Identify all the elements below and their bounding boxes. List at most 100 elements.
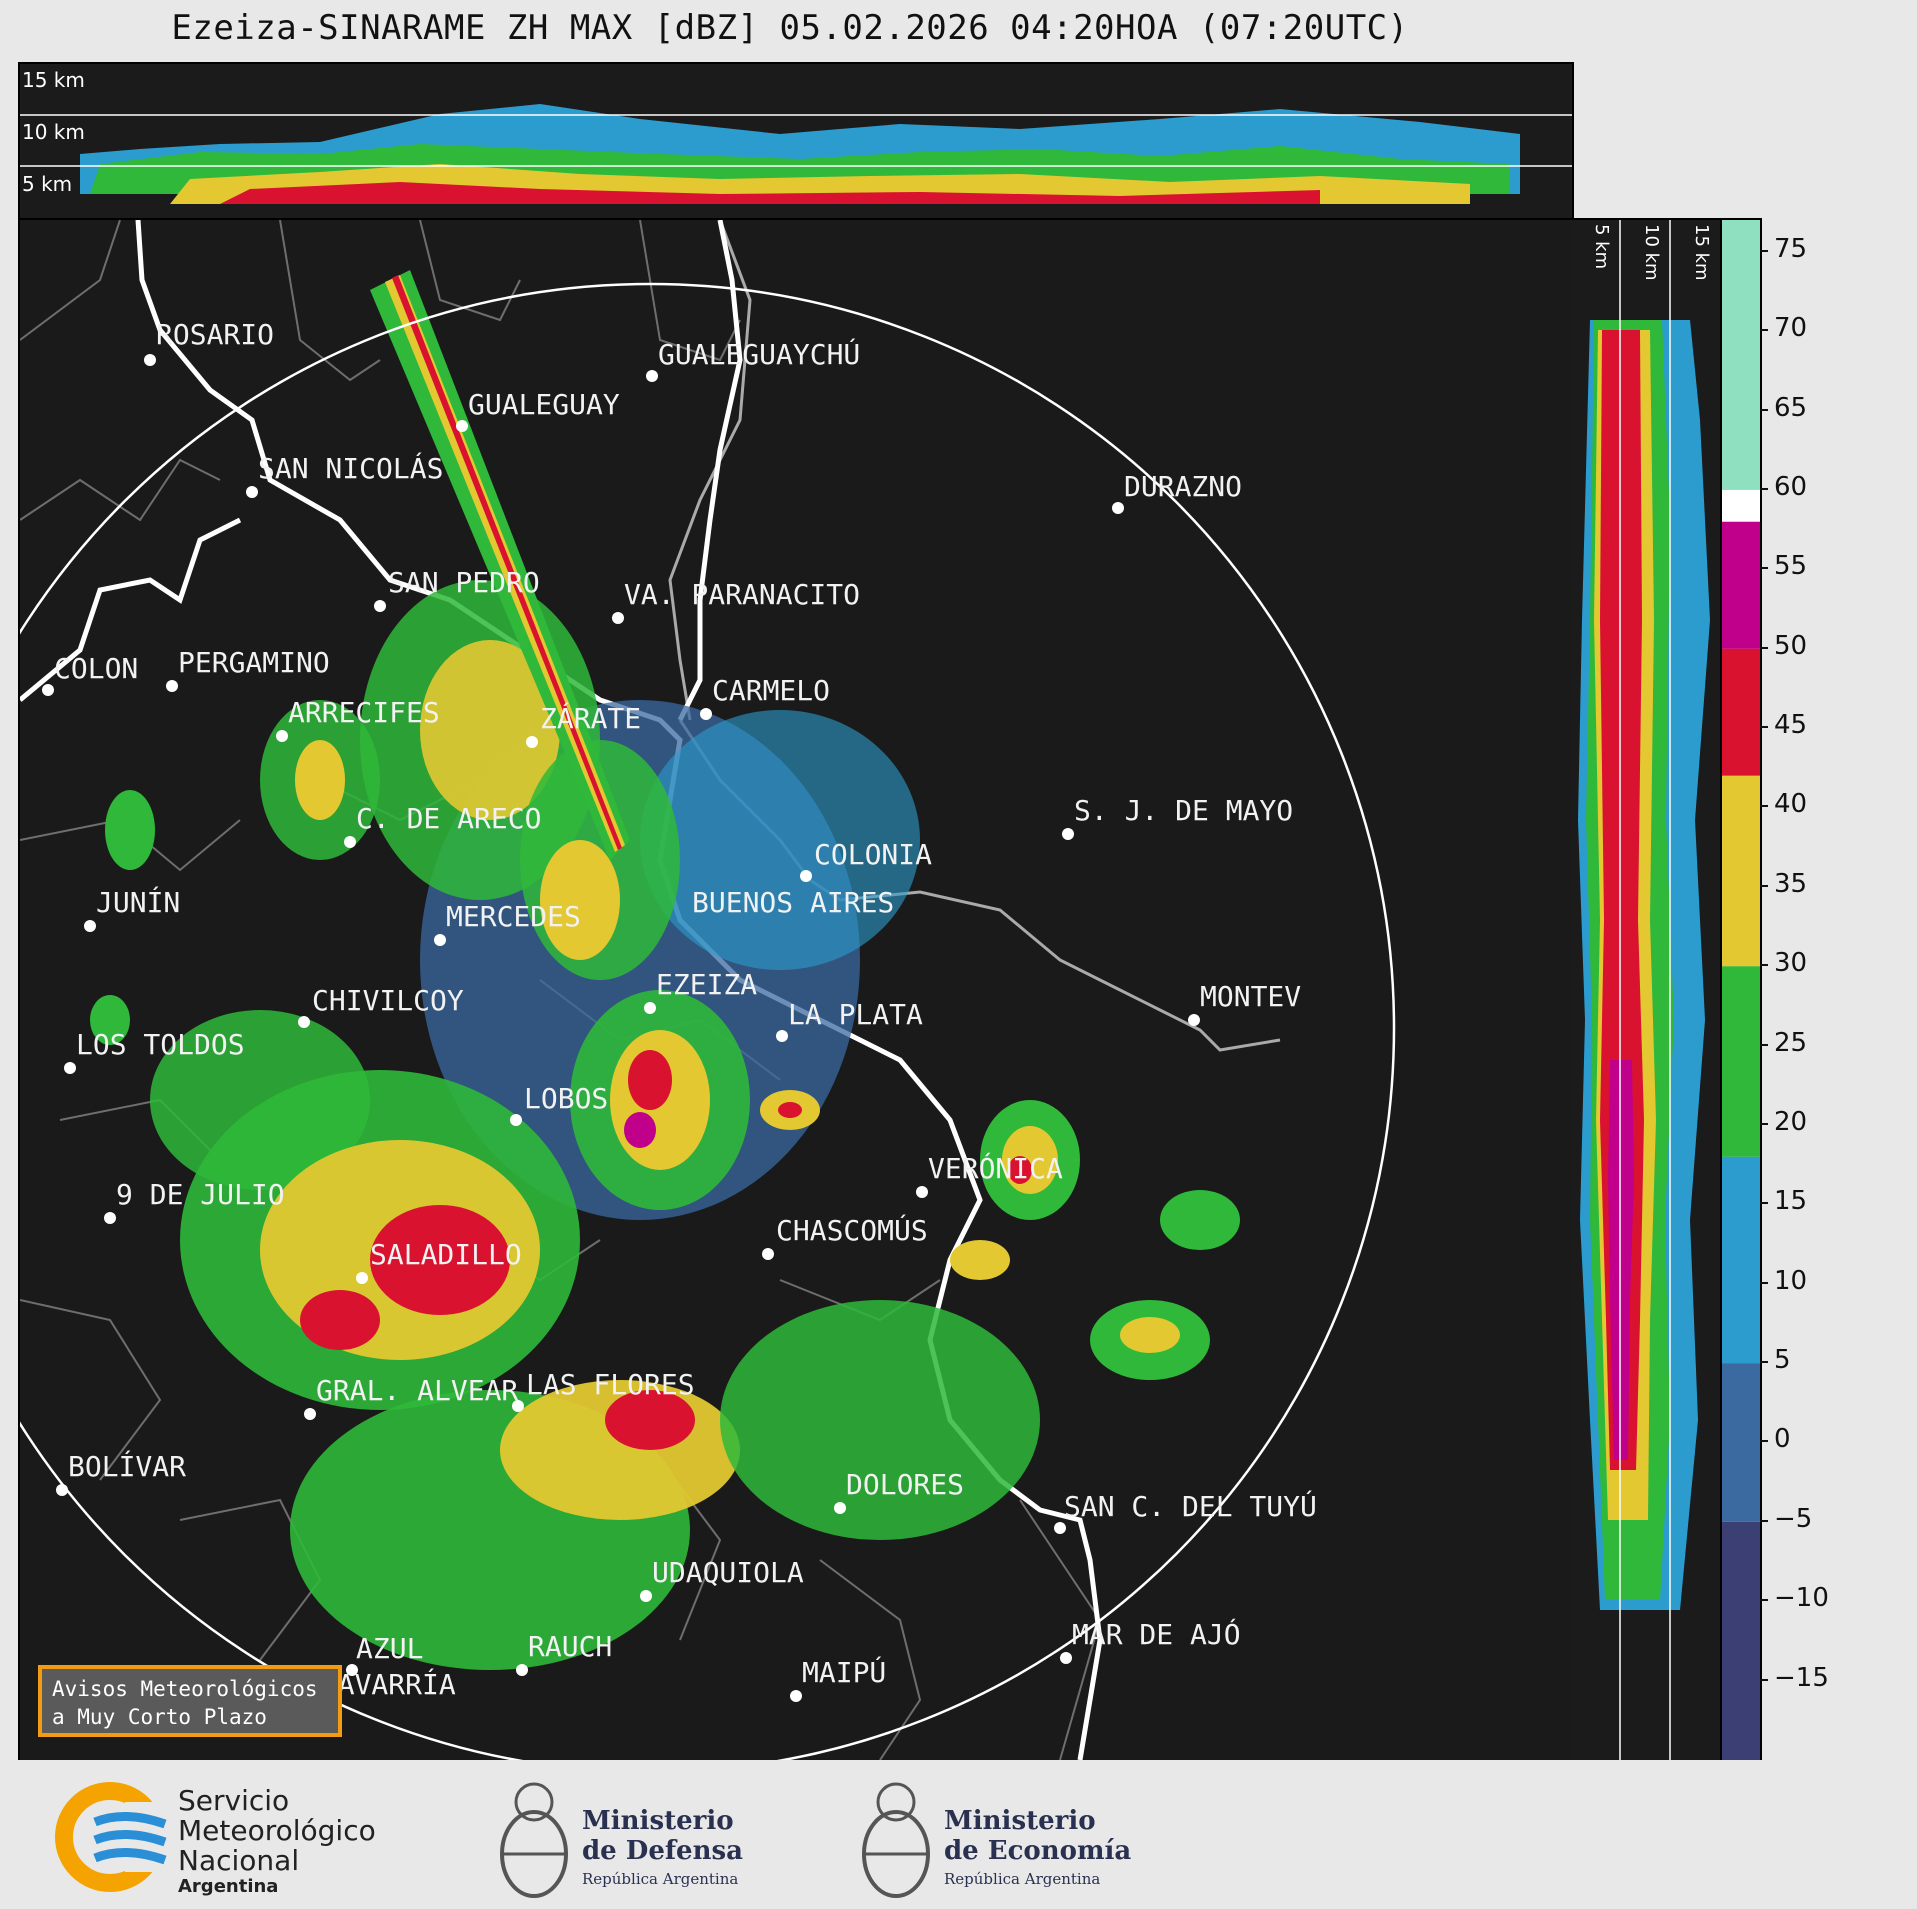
city-label-9-de-julio: 9 DE JULIO [116,1178,285,1211]
economia-line-1: Ministerio [944,1806,1096,1836]
height-label: 15 km [1691,224,1712,281]
radar-map-svg [20,220,1396,1760]
colorbar-tick-mark [1760,1043,1768,1046]
top-cross-section-svg [20,104,1572,204]
city-marker [298,1016,310,1028]
colorbar-tick-label: −10 [1774,1583,1829,1614]
city-label-dolores: DOLORES [846,1468,965,1501]
reflectivity-echoes [90,580,1240,1670]
side-cross-section-svg [1578,220,1710,1760]
range-ring [20,282,1396,1760]
city-label-carmelo: CARMELO [712,674,831,707]
city-marker [104,1212,116,1224]
chart-title: Ezeiza-SINARAME ZH MAX [dBZ] 05.02.2026 … [171,8,1409,48]
economia-line-3: República Argentina [944,1870,1101,1888]
city-marker [612,612,624,624]
city-label-gualeguay: GUALEGUAY [468,388,620,421]
colorbar-tick-label: 0 [1774,1424,1791,1455]
colorbar-band [1722,966,1760,1157]
city-marker [1054,1522,1066,1534]
defensa-line-1: Ministerio [582,1806,734,1836]
city-label-bolivar: BOLÍVAR [68,1450,187,1483]
colorbar-band [1722,220,1760,490]
colorbar-tick-label: 45 [1774,710,1808,741]
city-marker [510,1114,522,1126]
colorbar-tick-mark [1760,1519,1768,1522]
city-marker [64,1062,76,1074]
city-label-pergamino: PERGAMINO [178,646,330,679]
city-label-ezeiza: EZEIZA [656,968,758,1001]
side-cross-section: 5 km 10 km 15 km [1570,218,1722,1762]
height-label: 15 km [22,68,85,92]
city-marker [56,1484,68,1496]
city-marker [374,600,386,612]
city-label-mercedes: MERCEDES [446,900,581,933]
city-marker [144,354,156,366]
colorbar-tick-mark [1760,1599,1768,1602]
colorbar-tick-label: 25 [1774,1027,1808,1058]
city-marker [166,680,178,692]
colorbar-tick-mark [1760,1440,1768,1443]
colorbar-band [1722,1521,1760,1760]
city-marker [356,1272,368,1284]
city-label-udaquiola: UDAQUIOLA [652,1556,804,1589]
colorbar-band [1722,521,1760,649]
radar-map[interactable]: ROSARIO GUALEGUAYCHÚ GUALEGUAY SAN NICOL… [18,218,1574,1762]
city-label-san-nicolas: SAN NICOLÁS [258,452,444,485]
colorbar-tick-label: −15 [1774,1662,1829,1693]
defensa-line-2: de Defensa [582,1836,743,1866]
colorbar-tick-label: 65 [1774,392,1808,423]
city-label-san-c-del-tuyu: SAN C. DEL TUYÚ [1064,1490,1317,1523]
colorbar-tick-mark [1760,1122,1768,1125]
colorbar-tick-label: −5 [1774,1503,1813,1534]
top-cross-section: 15 km 10 km 5 km [18,62,1574,220]
notice-line-1: Avisos Meteorológicos [52,1677,318,1701]
city-label-va-paranacito: VA. PARANACITO [624,578,861,611]
city-label-veronica: VERÓNICA [928,1152,1063,1185]
colorbar-tick-label: 60 [1774,471,1808,502]
notice-box[interactable]: Avisos Meteorológicos a Muy Corto Plazo [38,1665,342,1737]
colorbar-tick-label: 70 [1774,313,1808,344]
height-label: 5 km [22,172,73,196]
city-label-azul: AZUL [356,1632,424,1665]
city-label-zarate: ZÁRATE [540,702,642,735]
height-label: 10 km [22,120,85,144]
city-marker [344,836,356,848]
colorbar-tick-label: 75 [1774,233,1808,264]
city-marker [762,1248,774,1260]
city-marker [800,870,812,882]
city-label-chascomus: CHASCOMÚS [776,1214,928,1247]
city-marker [700,708,712,720]
city-marker [640,1590,652,1602]
city-label-c-de-areco: C. DE ARECO [356,802,542,835]
economia-line-2: de Economía [944,1836,1132,1866]
colorbar-tick-mark [1760,1281,1768,1284]
smn-line-1: Servicio [178,1784,290,1817]
city-marker [790,1690,802,1702]
city-marker [916,1186,928,1198]
city-marker [834,1502,846,1514]
city-marker [512,1400,524,1412]
notice-line-2: a Muy Corto Plazo [52,1705,267,1729]
city-marker [246,486,258,498]
colorbar-tick-label: 50 [1774,630,1808,661]
city-label-durazno: DURAZNO [1124,470,1243,503]
city-label-colon: COLON [54,652,139,685]
colorbar-tick-mark [1760,964,1768,967]
city-label-gualeguaychu: GUALEGUAYCHÚ [658,338,861,371]
city-label-san-pedro: SAN PEDRO [388,566,540,599]
city-marker [526,736,538,748]
city-marker [42,684,54,696]
city-marker [776,1030,788,1042]
city-marker [434,934,446,946]
colorbar-tick-label: 5 [1774,1345,1791,1376]
colorbar-tick-label: 30 [1774,948,1808,979]
colorbar-tick-mark [1760,249,1768,252]
colorbar-tick-mark [1760,567,1768,570]
colorbar [1720,218,1762,1762]
colorbar-tick-mark [1760,1361,1768,1364]
colorbar-tick-label: 55 [1774,551,1808,582]
smn-line-2: Meteorológico [178,1814,376,1847]
colorbar-tick-mark [1760,329,1768,332]
defensa-line-3: República Argentina [582,1870,739,1888]
